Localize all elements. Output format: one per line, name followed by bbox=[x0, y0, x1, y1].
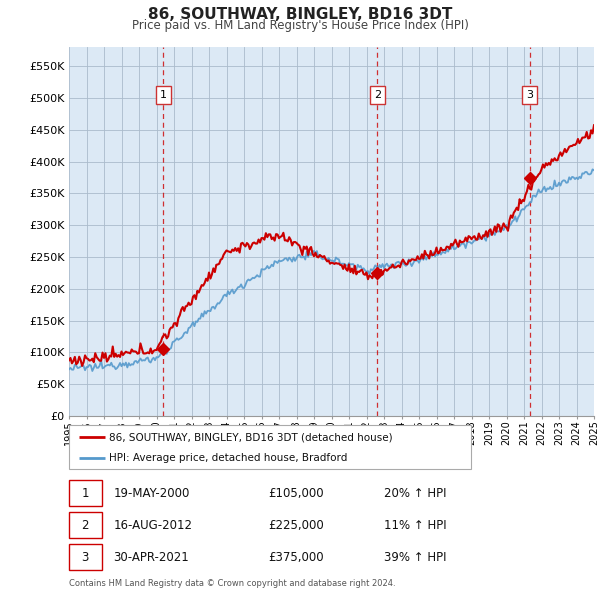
Text: 86, SOUTHWAY, BINGLEY, BD16 3DT (detached house): 86, SOUTHWAY, BINGLEY, BD16 3DT (detache… bbox=[109, 432, 393, 442]
Text: £225,000: £225,000 bbox=[269, 519, 324, 532]
Text: 86, SOUTHWAY, BINGLEY, BD16 3DT: 86, SOUTHWAY, BINGLEY, BD16 3DT bbox=[148, 7, 452, 22]
Bar bbox=[69, 512, 101, 538]
Text: 11% ↑ HPI: 11% ↑ HPI bbox=[384, 519, 446, 532]
Text: Contains HM Land Registry data © Crown copyright and database right 2024.
This d: Contains HM Land Registry data © Crown c… bbox=[69, 579, 395, 590]
Text: 39% ↑ HPI: 39% ↑ HPI bbox=[384, 550, 446, 563]
Text: £375,000: £375,000 bbox=[269, 550, 324, 563]
Text: 2: 2 bbox=[374, 90, 381, 100]
Text: 20% ↑ HPI: 20% ↑ HPI bbox=[384, 487, 446, 500]
Bar bbox=[69, 544, 101, 570]
Bar bbox=[69, 480, 101, 506]
Text: 1: 1 bbox=[82, 487, 89, 500]
Text: Price paid vs. HM Land Registry's House Price Index (HPI): Price paid vs. HM Land Registry's House … bbox=[131, 19, 469, 32]
Text: 16-AUG-2012: 16-AUG-2012 bbox=[113, 519, 193, 532]
Text: £105,000: £105,000 bbox=[269, 487, 324, 500]
Text: 19-MAY-2000: 19-MAY-2000 bbox=[113, 487, 190, 500]
Text: 2: 2 bbox=[82, 519, 89, 532]
Text: 3: 3 bbox=[526, 90, 533, 100]
Text: HPI: Average price, detached house, Bradford: HPI: Average price, detached house, Brad… bbox=[109, 453, 347, 463]
Text: 1: 1 bbox=[160, 90, 167, 100]
Text: 30-APR-2021: 30-APR-2021 bbox=[113, 550, 190, 563]
Text: 3: 3 bbox=[82, 550, 89, 563]
